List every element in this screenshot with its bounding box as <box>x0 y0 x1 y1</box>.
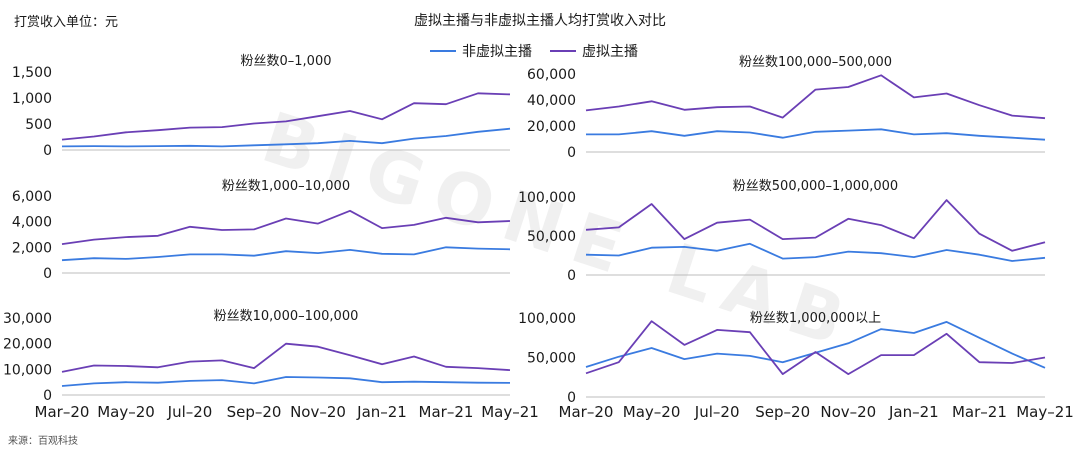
y-tick-label: 1,000 <box>12 91 52 107</box>
legend-item-virtual: 虚拟主播 <box>550 41 638 61</box>
chart-title: 虚拟主播与非虚拟主播人均打赏收入对比 <box>414 13 666 29</box>
x-tick-label: Jul–20 <box>694 403 740 421</box>
y-tick-label: 500 <box>25 117 52 133</box>
panel-title: 粉丝数0–1,000 <box>241 54 332 69</box>
x-tick-label: May–21 <box>481 403 539 421</box>
x-tick-label: Nov–20 <box>290 403 346 421</box>
source-note: 来源：百观科技 <box>8 436 78 447</box>
series-line-virtual <box>585 199 1046 252</box>
y-tick-label: 0 <box>43 388 52 404</box>
y-tick-label: 60,000 <box>527 67 576 83</box>
x-tick-label: Sep–20 <box>227 403 282 421</box>
y-tick-label: 20,000 <box>3 337 52 353</box>
y-tick-label: 1,500 <box>12 65 52 81</box>
legend-swatch-virtual <box>550 50 576 52</box>
series-line-non-virtual <box>61 376 511 387</box>
series-line-non-virtual <box>61 127 511 148</box>
legend: 非虚拟主播 虚拟主播 <box>430 41 638 61</box>
y-tick-label: 0 <box>43 266 52 282</box>
x-tick-label: Mar–21 <box>419 403 474 421</box>
x-tick-label: May–21 <box>1016 403 1074 421</box>
panel-title: 粉丝数500,000–1,000,000 <box>733 179 898 194</box>
legend-label-virtual: 虚拟主播 <box>582 44 638 60</box>
legend-item-non-virtual: 非虚拟主播 <box>430 41 532 61</box>
series-line-non-virtual <box>61 246 511 262</box>
x-tick-label: Jan–21 <box>888 403 939 421</box>
y-tick-label: 30,000 <box>3 311 52 327</box>
series-line-virtual <box>61 342 511 373</box>
y-tick-label: 40,000 <box>527 93 576 109</box>
series-line-non-virtual <box>585 320 1046 369</box>
panel-title: 粉丝数1,000–10,000 <box>222 179 350 194</box>
panel-title: 粉丝数100,000–500,000 <box>739 55 892 70</box>
y-tick-label: 50,000 <box>527 229 576 245</box>
x-tick-label: May–20 <box>623 403 681 421</box>
y-tick-label: 10,000 <box>3 362 52 378</box>
series-line-virtual <box>585 320 1046 376</box>
x-tick-label: Mar–20 <box>559 403 614 421</box>
unit-label: 打赏收入单位：元 <box>14 15 119 30</box>
x-tick-label: Jul–20 <box>167 403 213 421</box>
y-tick-label: 0 <box>567 145 576 161</box>
y-tick-label: 6,000 <box>12 189 52 205</box>
y-tick-label: 50,000 <box>527 351 576 367</box>
y-tick-label: 0 <box>567 268 576 284</box>
x-tick-label: Mar–20 <box>35 403 90 421</box>
legend-label-non-virtual: 非虚拟主播 <box>462 44 532 60</box>
y-tick-label: 4,000 <box>12 215 52 231</box>
x-tick-label: Mar–21 <box>952 403 1007 421</box>
series-line-virtual <box>61 92 511 141</box>
y-tick-label: 20,000 <box>527 119 576 135</box>
x-tick-label: May–20 <box>97 403 155 421</box>
panel-title: 粉丝数1,000,000以上 <box>750 311 881 326</box>
x-tick-label: Jan–21 <box>356 403 407 421</box>
y-tick-label: 0 <box>567 390 576 406</box>
panel-title: 粉丝数10,000–100,000 <box>214 309 359 324</box>
y-tick-label: 2,000 <box>12 240 52 256</box>
series-line-virtual <box>585 74 1046 120</box>
y-tick-label: 100,000 <box>518 311 576 327</box>
legend-swatch-non-virtual <box>430 50 456 52</box>
series-line-non-virtual <box>586 128 1046 141</box>
y-tick-label: 0 <box>43 143 52 159</box>
y-tick-label: 100,000 <box>518 190 576 206</box>
series-line-virtual <box>61 209 511 245</box>
x-tick-label: Nov–20 <box>820 403 876 421</box>
x-tick-label: Sep–20 <box>755 403 810 421</box>
series-line-non-virtual <box>585 242 1046 262</box>
